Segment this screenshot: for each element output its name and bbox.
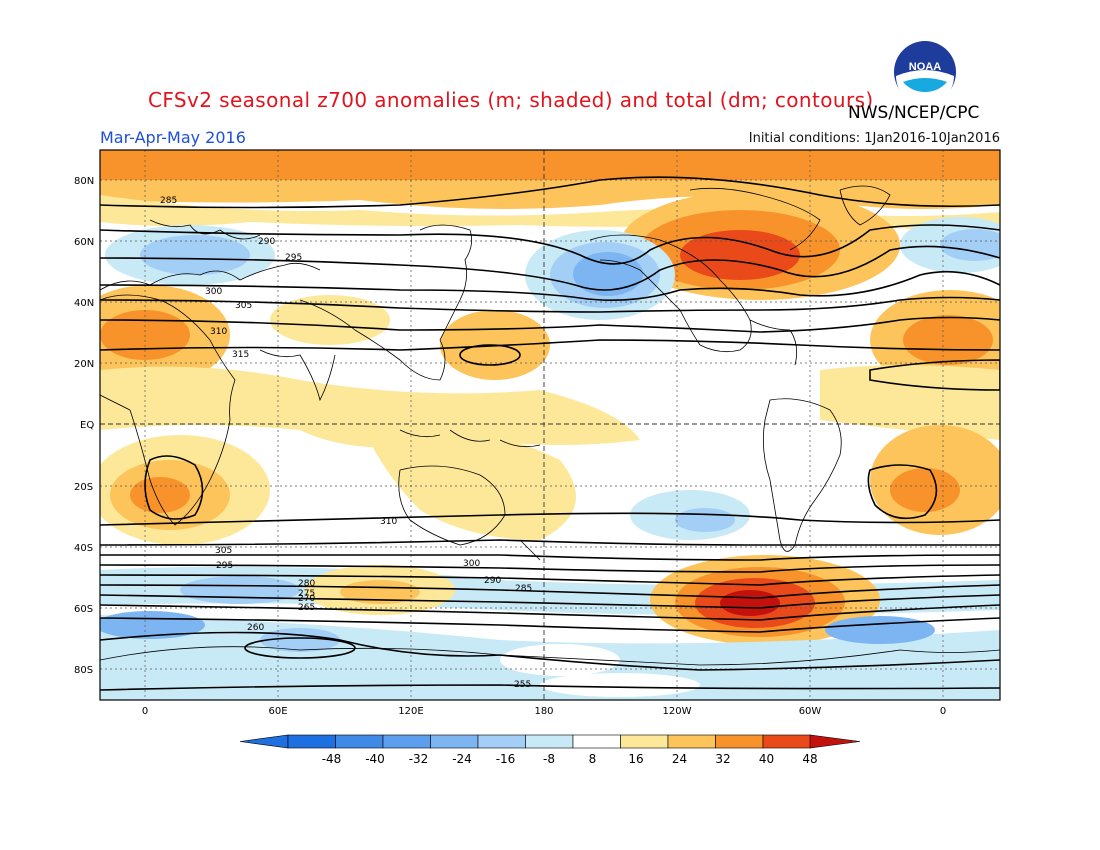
colorbar-tick-label: 40 <box>759 752 774 766</box>
colorbar-tick-label: -8 <box>543 752 555 766</box>
svg-text:270: 270 <box>298 594 315 604</box>
colorbar-swatch <box>715 734 764 749</box>
initial-conditions: Initial conditions: 1Jan2016-10Jan2016 <box>748 131 1000 146</box>
svg-text:NOAA: NOAA <box>909 61 941 73</box>
colorbar-tick-label: 24 <box>672 752 687 766</box>
colorbar-tick-label: -32 <box>409 752 429 766</box>
svg-text:280: 280 <box>298 579 315 589</box>
colorbar-tick-label: -48 <box>322 752 342 766</box>
svg-text:120E: 120E <box>398 706 423 717</box>
svg-text:305: 305 <box>235 301 252 311</box>
svg-text:20S: 20S <box>74 482 93 493</box>
colorbar-tick-label: -40 <box>365 752 385 766</box>
svg-text:315: 315 <box>232 350 249 360</box>
coastlines <box>100 185 1000 666</box>
svg-text:275: 275 <box>298 589 315 599</box>
svg-text:260: 260 <box>247 623 264 633</box>
chart-title: CFSv2 seasonal z700 anomalies (m; shaded… <box>148 88 874 112</box>
height-contours <box>100 176 1000 691</box>
svg-text:295: 295 <box>216 561 233 571</box>
svg-text:60S: 60S <box>74 604 93 615</box>
svg-text:300: 300 <box>463 559 480 569</box>
svg-text:300: 300 <box>205 287 222 297</box>
svg-text:310: 310 <box>380 517 397 527</box>
svg-text:295: 295 <box>285 253 302 263</box>
svg-text:255: 255 <box>514 680 531 690</box>
colorbar-swatch <box>335 734 384 749</box>
svg-text:60W: 60W <box>799 706 822 717</box>
colorbar-swatch <box>620 734 669 749</box>
svg-text:290: 290 <box>258 237 275 247</box>
colorbar-right-arrow <box>809 734 861 749</box>
map-field: 285 290 295 300 305 310 315 310 305 300 … <box>100 150 1000 700</box>
colorbar-swatch <box>382 734 431 749</box>
svg-text:60E: 60E <box>268 706 287 717</box>
colorbar: -48 -40 -32 -24 -16 -8 8 16 24 32 40 48 <box>239 734 861 766</box>
svg-text:80S: 80S <box>74 665 93 676</box>
colorbar-swatch <box>762 734 811 749</box>
svg-text:305: 305 <box>215 546 232 556</box>
svg-text:0: 0 <box>142 706 148 717</box>
svg-text:80N: 80N <box>74 176 94 187</box>
colorbar-swatch <box>430 734 479 749</box>
contour-labels: 285 290 295 300 305 310 315 310 305 300 … <box>160 196 532 690</box>
svg-text:265: 265 <box>298 603 315 613</box>
colorbar-tick-label: 32 <box>715 752 730 766</box>
colorbar-tick-label: 16 <box>628 752 643 766</box>
svg-text:60N: 60N <box>74 237 94 248</box>
forecast-period: Mar-Apr-May 2016 <box>100 128 246 147</box>
colorbar-swatch <box>287 734 336 749</box>
svg-text:290: 290 <box>484 576 501 586</box>
colorbar-tick-label: 8 <box>589 752 597 766</box>
colorbar-tick-label: -16 <box>496 752 516 766</box>
svg-text:285: 285 <box>515 584 532 594</box>
agency-label: NWS/NCEP/CPC <box>848 103 980 123</box>
svg-text:40N: 40N <box>74 298 94 309</box>
svg-text:0: 0 <box>940 706 946 717</box>
svg-text:180: 180 <box>534 706 553 717</box>
svg-text:20N: 20N <box>74 359 94 370</box>
colorbar-tick-label: -24 <box>452 752 472 766</box>
svg-text:EQ: EQ <box>80 420 94 431</box>
colorbar-left-arrow <box>239 734 289 749</box>
latitude-labels: 80N 60N 40N 20N EQ 20S 40S 60S 80S <box>74 176 94 676</box>
colorbar-tick-label: 48 <box>802 752 817 766</box>
colorbar-swatch <box>477 734 526 749</box>
colorbar-swatch <box>572 734 621 749</box>
svg-text:40S: 40S <box>74 543 93 554</box>
colorbar-swatch <box>525 734 574 749</box>
colorbar-swatch <box>667 734 716 749</box>
noaa-logo-icon: NOAA <box>894 41 956 104</box>
longitude-labels: 0 60E 120E 180 120W 60W 0 <box>142 706 946 717</box>
svg-text:120W: 120W <box>663 706 692 717</box>
svg-text:285: 285 <box>160 196 177 206</box>
svg-text:310: 310 <box>210 327 227 337</box>
